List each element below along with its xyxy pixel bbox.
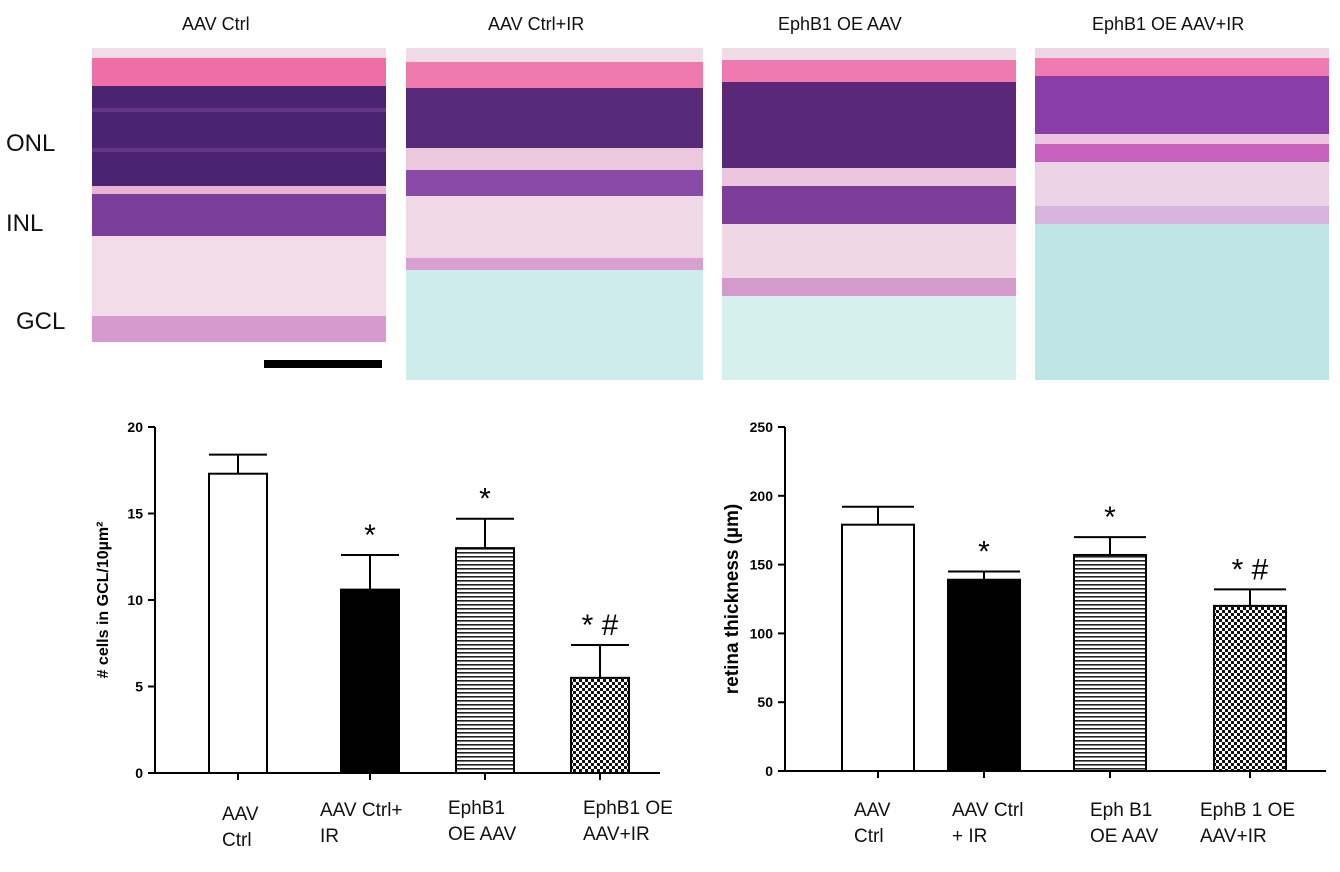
- bar: [1073, 553, 1147, 772]
- y-tick-label: 20: [127, 419, 143, 435]
- micrograph-ephb1-oe-aav-ir: [1035, 48, 1329, 380]
- bar: [455, 547, 515, 774]
- y-tick-label: 250: [750, 419, 774, 435]
- y-axis-label: # cells in GCL/10µm²: [95, 522, 112, 679]
- significance-marker: *: [479, 483, 491, 516]
- layer-label-inl: INL: [6, 210, 44, 237]
- micrograph-ephb1-oe-aav: [722, 48, 1016, 380]
- layer-label-gcl: GCL: [16, 308, 66, 335]
- y-tick-label: 150: [750, 557, 774, 573]
- x-label-ephb1-oe-aav: EphB1 OE AAV: [448, 798, 517, 845]
- y-tick-label: 100: [750, 625, 774, 641]
- y-tick-label: 15: [127, 506, 143, 522]
- bar: [841, 523, 915, 772]
- y-tick-label: 0: [765, 763, 773, 779]
- panel-title-ephb1-oe-aav: EphB1 OE AAV: [778, 14, 902, 34]
- significance-marker: * #: [582, 609, 619, 642]
- panel-title-aav-ctrl-ir: AAV Ctrl+IR: [488, 14, 585, 34]
- y-tick-label: 5: [135, 679, 143, 695]
- bar: [208, 472, 268, 775]
- bar: [340, 588, 400, 774]
- scale-bar: [264, 360, 382, 368]
- panel-title-ephb1-oe-aav-ir: EphB1 OE AAV+IR: [1092, 14, 1245, 34]
- significance-marker: *: [1104, 501, 1116, 534]
- x-label-aav-ctrl: AAV Ctrl: [222, 804, 259, 851]
- significance-marker: * #: [1232, 553, 1269, 586]
- layer-label-onl: ONL: [6, 130, 56, 157]
- retina-thickness-chart: 0 50 100 150 200 250 retina thickness (µm) * * * …: [722, 419, 1326, 779]
- bar: [1213, 604, 1287, 772]
- panel-title-aav-ctrl: AAV Ctrl: [182, 14, 250, 34]
- gcl-cell-count-chart: 0 5 10 15 20 # cells in GCL/10µm² * * * #: [95, 419, 660, 781]
- micrograph-aav-ctrl: [92, 48, 386, 380]
- x-label-aav-ctrl-2: AAV Ctrl: [854, 800, 891, 847]
- significance-marker: *: [978, 535, 990, 568]
- y-tick-label: 50: [757, 694, 773, 710]
- x-label-ephb1-oe-aav-ir: EphB1 OE AAV+IR: [583, 798, 673, 845]
- x-label-aav-ctrl-ir-2: AAV Ctrl + IR: [952, 800, 1024, 847]
- y-tick-label: 200: [750, 488, 774, 504]
- x-label-ephb1-oe-aav-2: Eph B1 OE AAV: [1090, 800, 1159, 847]
- bar: [947, 578, 1021, 772]
- x-label-ephb1-oe-aav-ir-2: EphB 1 OE AAV+IR: [1200, 800, 1296, 847]
- y-tick-label: 0: [135, 765, 143, 781]
- bar: [570, 676, 630, 775]
- x-label-aav-ctrl-ir: AAV Ctrl+ IR: [320, 800, 403, 847]
- y-tick-label: 10: [127, 592, 143, 608]
- micrograph-aav-ctrl-ir: [406, 48, 703, 380]
- y-axis-label: retina thickness (µm): [722, 504, 743, 694]
- significance-marker: *: [364, 519, 376, 552]
